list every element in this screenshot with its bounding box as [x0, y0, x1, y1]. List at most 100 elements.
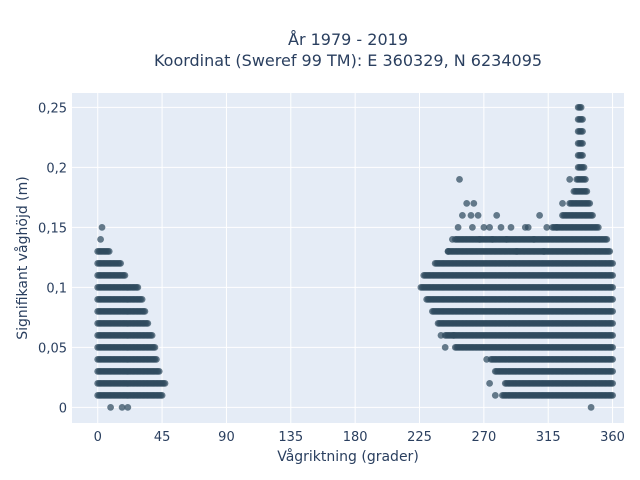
data-point: [454, 224, 462, 231]
data-point: [97, 236, 104, 243]
y-tick-label: 0,1: [46, 281, 67, 296]
data-point: [586, 200, 594, 207]
y-tick-label: 0,15: [38, 221, 67, 236]
x-tick-label: 0: [94, 430, 102, 445]
data-point: [141, 308, 149, 315]
data-point: [609, 272, 616, 279]
y-tick-label: 0,25: [38, 101, 67, 116]
data-point: [497, 224, 505, 231]
y-tick-labels: 0 0,05 0,1 0,15 0,2 0,25: [38, 101, 67, 416]
chart-title-line-2: Koordinat (Sweref 99 TM): E 360329, N 62…: [154, 51, 542, 70]
x-tick-label: 360: [600, 430, 625, 445]
data-point: [469, 224, 476, 231]
data-point: [153, 356, 160, 363]
data-point: [579, 152, 586, 159]
data-point: [467, 212, 475, 219]
data-points: [94, 104, 616, 411]
data-point: [491, 392, 499, 399]
data-point: [603, 236, 611, 243]
x-tick-label: 135: [278, 430, 303, 445]
x-tick-label: 225: [407, 430, 432, 445]
data-point: [121, 272, 129, 279]
data-point: [583, 188, 591, 195]
y-axis-label: Signifikant våghöjd (m): [14, 176, 31, 339]
y-tick-label: 0: [59, 401, 67, 416]
x-tick-labels: 0 45 90 135 180 225 270 315 360: [94, 430, 625, 445]
x-tick-label: 180: [343, 430, 368, 445]
data-point: [118, 404, 126, 411]
data-point: [437, 332, 445, 339]
data-point: [609, 320, 616, 327]
data-point: [441, 344, 449, 351]
chart-title-line-1: År 1979 - 2019: [288, 30, 408, 49]
data-point: [513, 248, 521, 255]
data-point: [463, 200, 471, 207]
data-point: [582, 176, 589, 183]
data-point: [609, 308, 616, 315]
data-point: [105, 248, 113, 255]
data-point: [148, 332, 156, 339]
data-point: [493, 212, 501, 219]
data-point: [566, 176, 574, 183]
data-point: [609, 368, 616, 375]
data-point: [507, 224, 515, 231]
data-point: [559, 200, 566, 207]
data-point: [609, 356, 616, 363]
data-point: [594, 224, 602, 231]
data-point: [134, 284, 142, 291]
data-point: [107, 404, 114, 411]
data-point: [470, 200, 478, 207]
data-point: [456, 176, 463, 183]
data-point: [117, 260, 124, 267]
data-point: [480, 224, 488, 231]
data-point: [609, 284, 616, 291]
data-point: [158, 392, 166, 399]
x-tick-label: 315: [536, 430, 561, 445]
data-point: [579, 127, 586, 135]
x-tick-label: 45: [154, 430, 171, 445]
data-point: [124, 404, 132, 411]
data-point: [609, 380, 616, 387]
data-point: [553, 224, 561, 231]
y-tick-label: 0,2: [46, 161, 67, 176]
data-point: [483, 356, 491, 363]
data-point: [144, 320, 152, 327]
data-point: [450, 332, 458, 339]
data-point: [474, 212, 482, 219]
data-point: [543, 224, 551, 231]
data-point: [459, 212, 466, 219]
data-point: [609, 344, 616, 351]
x-tick-label: 90: [218, 430, 235, 445]
data-point: [489, 236, 496, 243]
data-point: [540, 248, 548, 255]
plot-background: [72, 93, 624, 423]
y-tick-label: 0,05: [38, 341, 67, 356]
data-point: [444, 248, 452, 255]
data-point: [609, 296, 616, 303]
data-point: [579, 116, 586, 123]
data-point: [589, 212, 596, 219]
data-point: [161, 380, 169, 387]
data-point: [449, 236, 456, 243]
data-point: [587, 404, 595, 411]
data-point: [530, 236, 538, 243]
data-point: [476, 236, 483, 243]
data-point: [151, 344, 159, 351]
data-point: [609, 332, 616, 339]
x-axis-label: Vågriktning (grader): [277, 448, 419, 465]
data-point: [579, 140, 586, 147]
x-tick-label: 270: [471, 430, 496, 445]
data-point: [486, 224, 493, 231]
data-point: [609, 392, 616, 399]
data-point: [486, 380, 493, 387]
data-point: [577, 104, 585, 111]
data-point: [606, 248, 614, 255]
data-point: [98, 224, 106, 231]
data-point: [138, 296, 146, 303]
data-point: [580, 164, 588, 171]
data-point: [609, 260, 616, 267]
data-point: [524, 224, 532, 231]
data-point: [536, 212, 543, 219]
data-point: [503, 236, 511, 243]
